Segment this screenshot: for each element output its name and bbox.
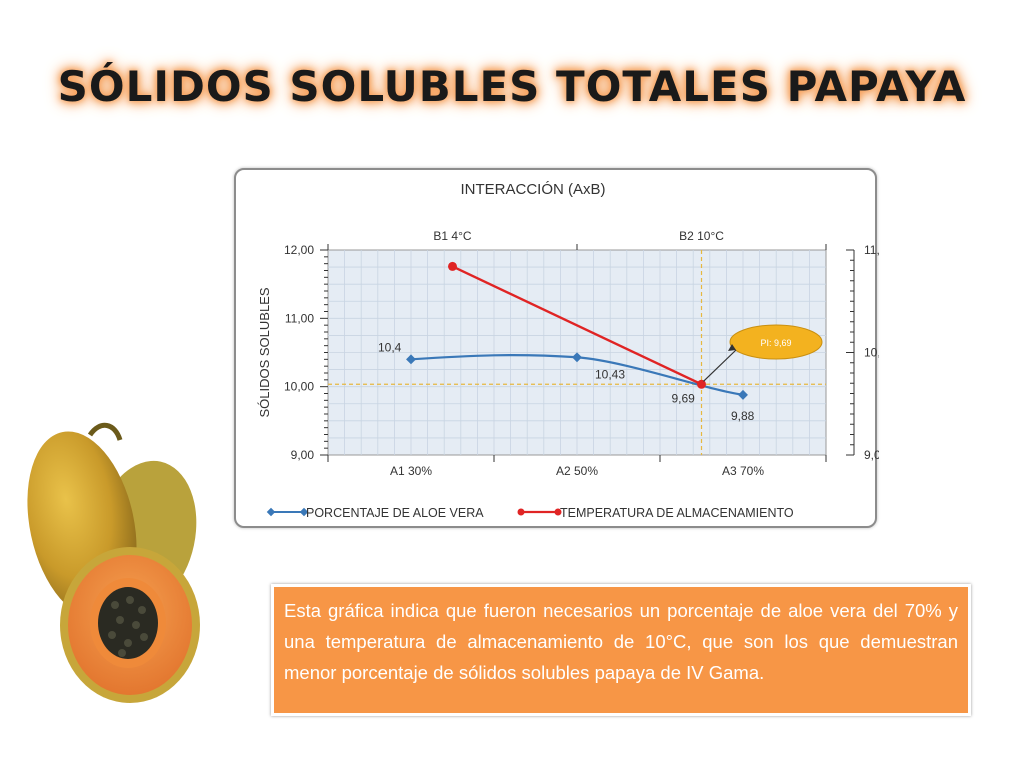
explanation-text: Esta gráfica indica que fueron necesario… (284, 600, 958, 683)
explanation-box: Esta gráfica indica que fueron necesario… (271, 584, 971, 716)
x-top-tick-label: B1 4°C (433, 229, 471, 243)
y-left-tick-label: 10,00 (284, 380, 314, 394)
callout-arrow (703, 349, 737, 382)
x-bottom-tick-label: A3 70% (722, 464, 764, 478)
x-bottom-tick-label: A1 30% (390, 464, 432, 478)
legend-marker-aloe-vera (266, 507, 276, 517)
aloe-vera-point (738, 389, 748, 400)
y-right-tick-label: 11,00 (864, 243, 879, 257)
papaya-image (27, 423, 200, 703)
legend-label-temperature: TEMPERATURA DE ALMACENAMIENTO (560, 506, 794, 520)
y-left-tick-label: 12,00 (284, 243, 314, 257)
legend-marker-aloe-vera (299, 507, 309, 517)
y-left-tick-label: 11,00 (285, 311, 314, 325)
data-label: 9,69 (672, 391, 696, 405)
data-label: 9,88 (731, 409, 755, 423)
aloe-vera-point (406, 354, 416, 365)
interaction-chart: INTERACCIÓN (AxB) 9,00 10,00 11,00 12,00 9,00… (234, 168, 879, 528)
y-left-tick-label: 9,00 (291, 448, 315, 462)
slide-title: SÓLIDOS SOLUBLES TOTALES PAPAYA (57, 62, 967, 111)
callout-arrowhead (728, 344, 736, 351)
legend-marker-temperature (517, 508, 525, 516)
series-line-temperature (451, 265, 703, 386)
x-bottom-tick-label: A2 50% (556, 464, 598, 478)
y-right-tick-label: 10,00 (864, 346, 879, 360)
temperature-point (697, 379, 706, 389)
callout-bubble (729, 324, 823, 360)
data-label: 10,4 (378, 340, 402, 354)
y-axis-label: SÓLIDOS SOLUBLES (257, 287, 272, 417)
chart-title: INTERACCIÓN (AxB) (460, 181, 605, 198)
callout-text: PI: 9,69 (760, 338, 791, 348)
aloe-vera-point (572, 352, 582, 363)
chart-canvas: INTERACCIÓN (AxB) 9,00 10,00 11,00 12,00 9,00… (257, 181, 879, 520)
legend-marker-temperature (554, 508, 562, 516)
legend-label-aloe-vera: PORCENTAJE DE ALOE VERA (306, 506, 484, 520)
y-right-tick-label: 9,00 (864, 448, 879, 462)
x-top-tick-label: B2 10°C (679, 229, 724, 243)
data-label: 10,43 (595, 367, 625, 381)
temperature-point (448, 261, 457, 271)
